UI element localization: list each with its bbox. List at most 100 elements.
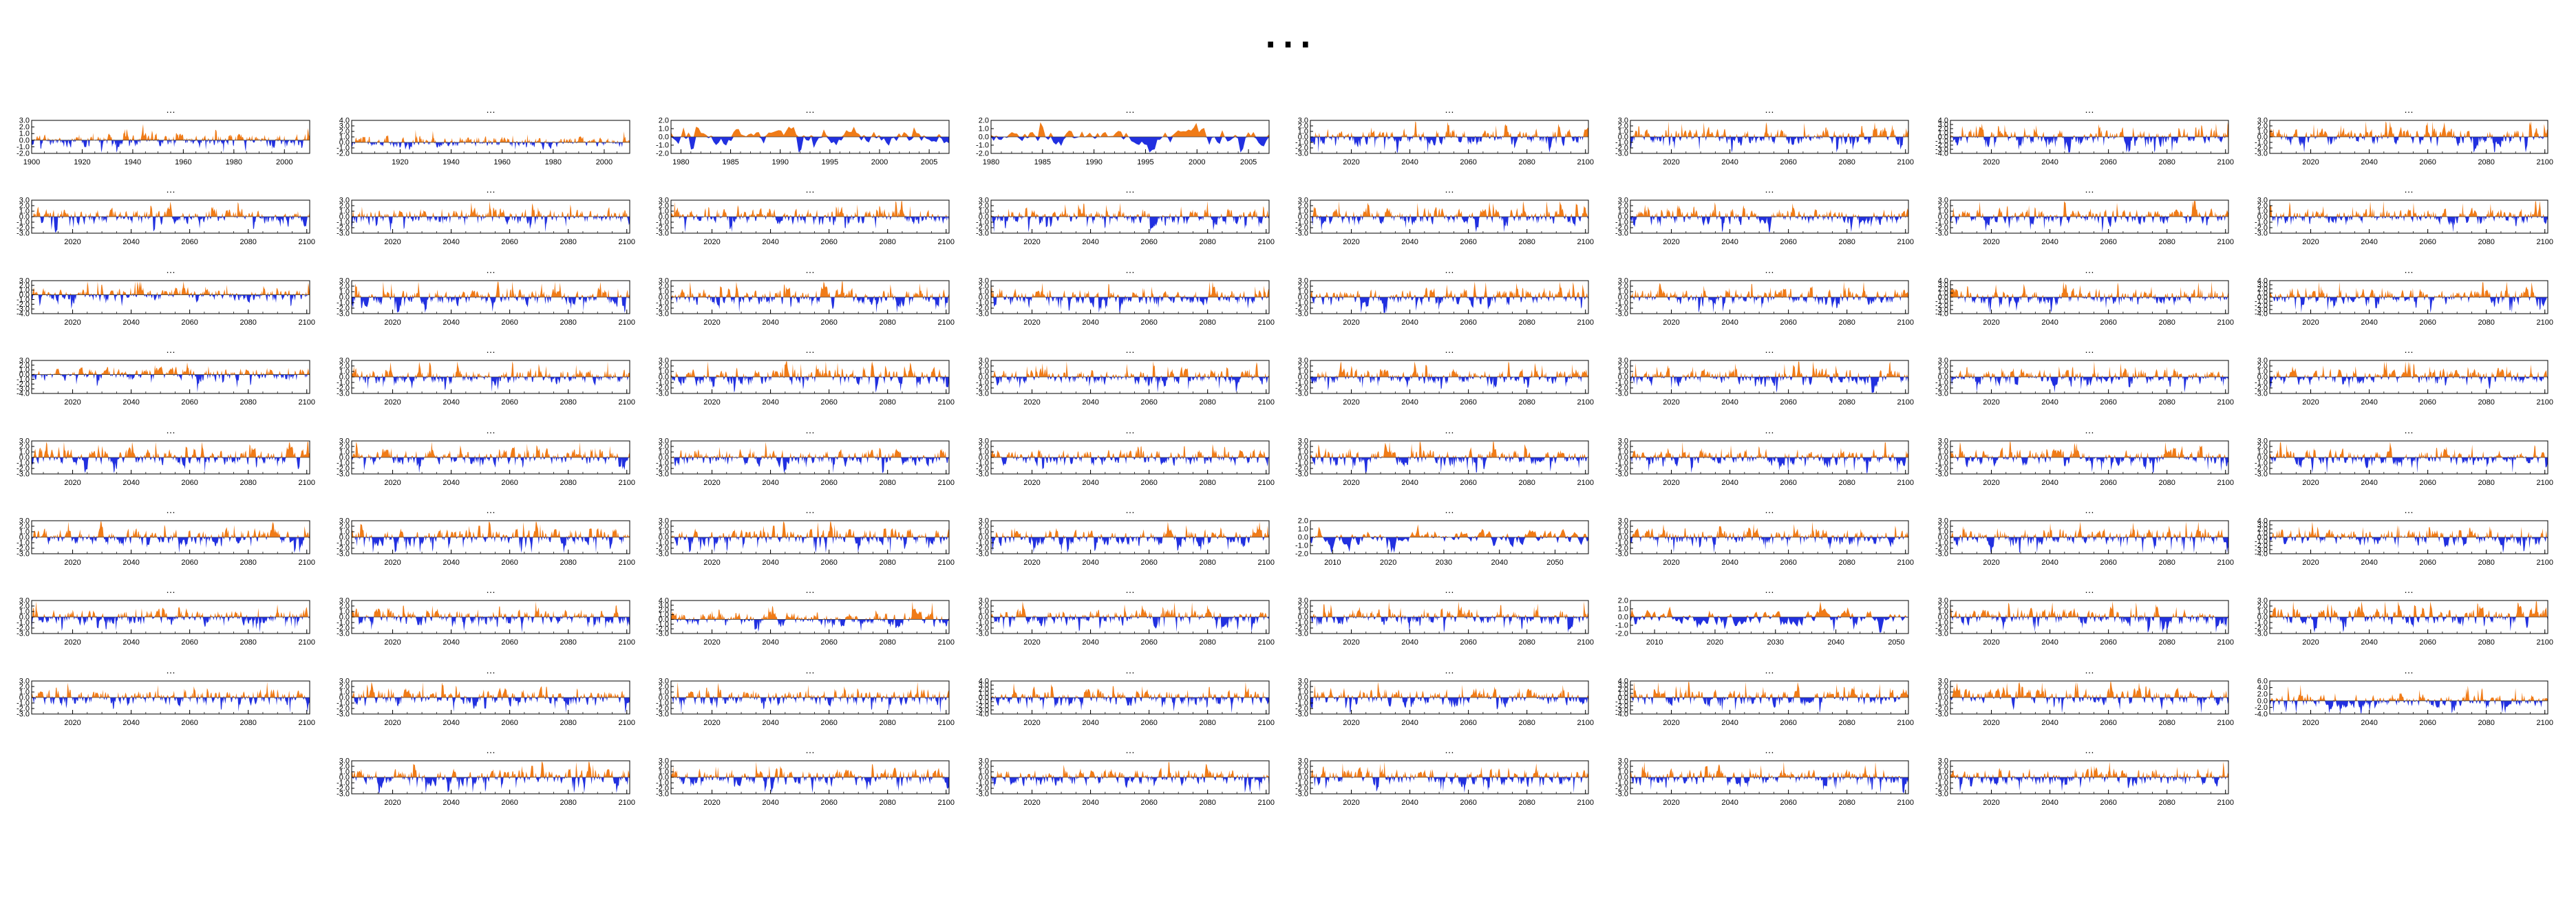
x-tick-label: 2080 — [1199, 238, 1215, 246]
panel-title: … — [2085, 104, 2094, 115]
x-tick-label: 2040 — [123, 479, 139, 487]
y-tick-label: -2.0 — [656, 785, 669, 793]
y-tick-label: -2.0 — [1295, 550, 1308, 559]
chart-panel: … -3.0 -2.0 -1.0 0.0 1.0 2.0 3.0 2020 2040 2060 208… — [1279, 583, 1598, 650]
y-tick-label: 2.0 — [1938, 443, 1948, 451]
x-tick-label: 2040 — [762, 479, 778, 487]
y-tick-label: 3.0 — [1938, 357, 1948, 365]
y-tick-label: 1.0 — [1938, 448, 1948, 457]
y-tick-label: -2.0 — [1295, 785, 1308, 793]
y-tick-label: 3.0 — [339, 357, 350, 365]
chart-panel: … -3.0 -2.0 -1.0 0.0 1.0 2.0 3.0 2020 2040 2060 208… — [320, 663, 639, 731]
series-positive — [1310, 361, 1588, 377]
panel-title: … — [2404, 664, 2414, 675]
panel-title: … — [2404, 344, 2414, 355]
y-tick-label: -1.0 — [17, 460, 30, 468]
y-tick-label: -1.0 — [656, 142, 669, 150]
x-tick-label: 2040 — [1401, 799, 1418, 807]
series-negative — [1950, 698, 2228, 713]
panel-title: … — [486, 264, 496, 275]
x-tick-label: 2080 — [239, 318, 256, 327]
x-tick-label: 2040 — [443, 799, 459, 807]
y-tick-label: -3.0 — [2255, 390, 2268, 398]
y-tick-label: 1.0 — [2257, 530, 2268, 538]
y-tick-label: 2.0 — [2257, 526, 2268, 534]
y-tick-label: -3.0 — [1295, 390, 1308, 398]
x-tick-label: 2020 — [1983, 479, 1999, 487]
y-tick-label: -3.0 — [1935, 471, 1948, 479]
y-tick-label: 1.0 — [979, 208, 989, 216]
y-tick-label: -2.0 — [17, 301, 30, 309]
panel-svg: … -3.0-2.0-1.00.01.02.03.0 2020 2040 2060 208… — [337, 264, 635, 327]
series-positive — [32, 281, 310, 295]
series-negative — [671, 698, 949, 713]
y-tick-label: 2.0 — [979, 363, 989, 371]
y-tick-label: 4.0 — [1938, 117, 1948, 125]
y-tick-label: -1.0 — [337, 700, 350, 708]
y-tick-label: 3.0 — [659, 437, 669, 446]
y-tick-label: 2.0 — [979, 117, 989, 125]
y-tick-label: 1.0 — [659, 689, 669, 697]
series-positive — [2270, 521, 2548, 537]
x-tick-label: 1985 — [722, 158, 738, 166]
y-tick-label: 2.0 — [979, 763, 989, 771]
y-tick-label: 3.0 — [2257, 281, 2268, 290]
y-tick-label: -2.0 — [337, 224, 350, 233]
y-tick-label: -2.0 — [17, 380, 30, 389]
x-tick-label: 2100 — [1577, 479, 1594, 487]
y-tick-label: -2.0 — [1295, 385, 1308, 393]
x-tick-label: 2100 — [1577, 398, 1594, 407]
x-tick-label: 2010 — [1646, 638, 1663, 647]
y-tick-label: -1.0 — [2255, 298, 2268, 306]
x-tick-label: 2080 — [879, 479, 895, 487]
y-tick-label: 0.0 — [1618, 374, 1628, 382]
x-tick-label: 2080 — [2478, 479, 2494, 487]
y-tick-label: -2.0 — [1935, 302, 1948, 310]
y-tick-label: -2.0 — [1615, 224, 1628, 233]
chart-panel: … -3.0 -2.0 -1.0 0.0 1.0 2.0 3.0 2020 2040 2060 208… — [639, 503, 959, 570]
x-tick-label: 2060 — [181, 238, 198, 246]
x-tick-label: 2020 — [1380, 559, 1396, 567]
y-tick-label: 0.0 — [659, 374, 669, 382]
chart-panel: … -3.0 -2.0 -1.0 0.0 1.0 2.0 3.0 2020 2040 2060 208… — [1599, 182, 1918, 250]
panel-svg: … -3.0-2.0-1.00.01.02.03.0 2020 2040 2060 208… — [1935, 504, 2234, 567]
panel-title: … — [1765, 504, 1774, 515]
series-negative — [991, 617, 1269, 633]
chart-panel: … -3.0 -2.0 -1.0 0.0 1.0 2.0 3.0 2020 2040 2060 208… — [959, 743, 1279, 810]
y-tick-label: 3.0 — [1618, 682, 1628, 690]
x-tick-label: 1985 — [1034, 158, 1051, 166]
panel-title: … — [1765, 664, 1774, 675]
series-positive — [352, 521, 630, 537]
x-tick-label: 2020 — [384, 238, 401, 246]
chart-panel: … -3.0 -2.0 -1.0 0.0 1.0 2.0 3.0 2020 2040 2060 208… — [2238, 423, 2557, 490]
y-tick-label: -1.0 — [1615, 460, 1628, 468]
panel-title: … — [2085, 664, 2094, 675]
y-tick-label: -2.0 — [1935, 142, 1948, 150]
y-tick-label: 0.0 — [19, 454, 30, 462]
y-tick-label: 2.0 — [19, 281, 30, 290]
y-tick-label: -1.0 — [1935, 619, 1948, 627]
y-tick-label: 2.0 — [1298, 363, 1308, 371]
x-tick-label: 2020 — [1983, 638, 1999, 647]
y-tick-label: 1.0 — [1298, 608, 1308, 616]
x-tick-label: 2060 — [2100, 398, 2116, 407]
y-tick-label: 0.0 — [659, 454, 669, 462]
panel-svg: … -4.0-2.00.02.04.06.0 2020 2040 2060 2080 210… — [2255, 664, 2553, 727]
x-tick-label: 2040 — [1721, 719, 1738, 727]
y-tick-label: -1.0 — [337, 460, 350, 468]
y-tick-label: 1.0 — [1938, 528, 1948, 537]
y-tick-label: 1.0 — [1618, 208, 1628, 216]
panel-svg: … -4.0-3.0-2.0-1.00.01.02.03.04.0 2020 2040… — [976, 664, 1275, 727]
y-tick-label: -2.0 — [1615, 465, 1628, 473]
y-tick-label: -3.0 — [656, 790, 669, 799]
x-tick-label: 2080 — [1838, 799, 1855, 807]
y-tick-label: -3.0 — [1615, 150, 1628, 158]
y-tick-label: 0.0 — [979, 694, 989, 702]
y-tick-label: -3.0 — [1615, 390, 1628, 398]
y-tick-label: 1.0 — [19, 286, 30, 294]
y-tick-label: 3.0 — [659, 678, 669, 686]
y-tick-label: 1.0 — [1298, 368, 1308, 376]
panel-svg: … -3.0-2.0-1.00.01.02.03.0 2020 2040 2060 208… — [337, 344, 635, 407]
x-tick-label: 2080 — [1838, 318, 1855, 327]
series-negative — [352, 377, 630, 392]
